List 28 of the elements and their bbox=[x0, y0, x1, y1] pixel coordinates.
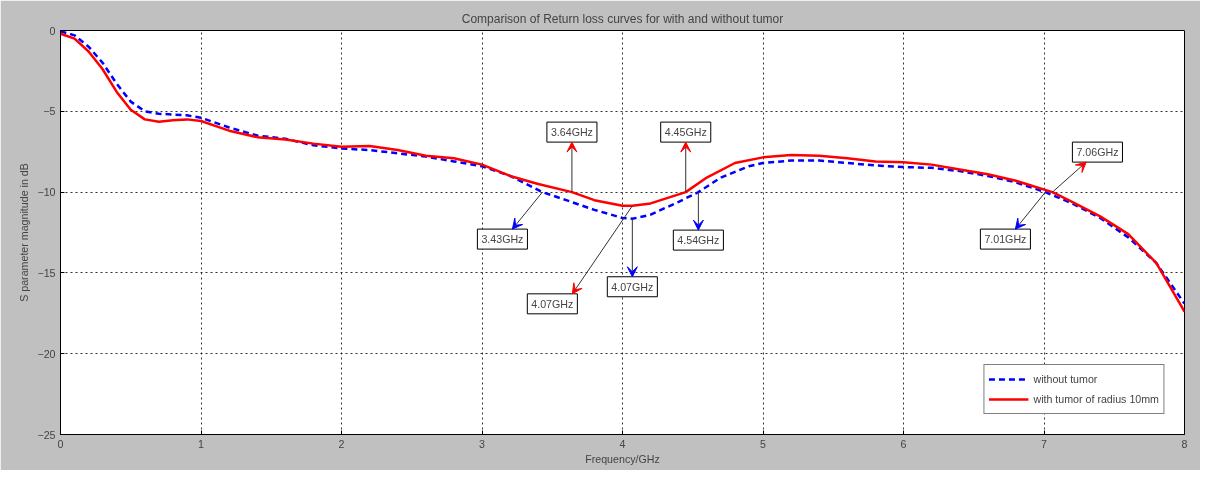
y-tick-label: −25 bbox=[37, 428, 56, 441]
annotation: 7.06GHz bbox=[1076, 146, 1119, 159]
y-tick-label: −15 bbox=[37, 266, 56, 279]
x-tick-label: 7 bbox=[1041, 437, 1048, 450]
x-tick-label: 0 bbox=[57, 437, 64, 450]
chart-title: Comparison of Return loss curves for with and without tumor bbox=[461, 11, 784, 26]
y-tick-label: −5 bbox=[43, 105, 56, 118]
annotation: 4.07GHz bbox=[611, 280, 654, 293]
annotation: 7.01GHz bbox=[984, 233, 1027, 246]
legend-label: with tumor of radius 10mm bbox=[1033, 393, 1159, 405]
x-tick-label: 8 bbox=[1181, 437, 1188, 450]
x-tick-label: 6 bbox=[900, 437, 907, 450]
annotation: 4.45GHz bbox=[664, 126, 707, 139]
annotation: 4.07GHz bbox=[531, 297, 574, 310]
legend-label: without tumor bbox=[1033, 373, 1098, 385]
x-tick-label: 1 bbox=[198, 437, 205, 450]
annotation: 3.64GHz bbox=[550, 126, 593, 139]
annotation: 3.43GHz bbox=[481, 233, 524, 246]
y-axis-title: S parameter magnitude in dB bbox=[18, 163, 31, 302]
y-tick-label: −10 bbox=[37, 186, 56, 199]
x-tick-label: 4 bbox=[619, 437, 626, 450]
y-tick-label: −20 bbox=[37, 347, 56, 360]
x-tick-label: 3 bbox=[479, 437, 486, 450]
y-tick-label: 0 bbox=[49, 24, 56, 37]
x-tick-label: 5 bbox=[760, 437, 767, 450]
x-axis-title: Frequency/GHz bbox=[585, 452, 660, 465]
annotation: 4.54GHz bbox=[677, 234, 720, 247]
x-tick-label: 2 bbox=[338, 437, 345, 450]
